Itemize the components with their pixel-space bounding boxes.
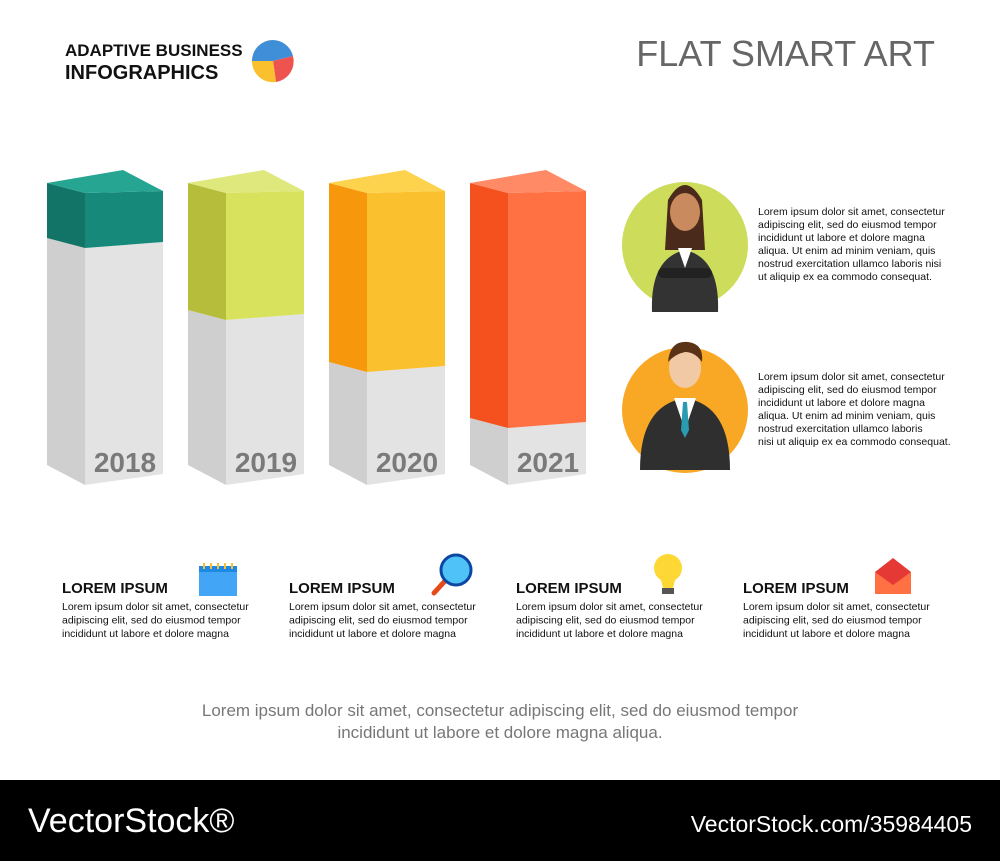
bar-label: 2019	[235, 447, 297, 478]
bar-side	[329, 183, 367, 372]
page-title: FLAT SMART ART	[636, 33, 935, 74]
bar-front	[367, 191, 445, 372]
person-text: nostrud exercitation ullamco laboris	[758, 423, 923, 435]
bar-side	[188, 310, 226, 485]
person-text: adipiscing elit, sed do eiusmod tempor	[758, 384, 937, 396]
bar-side	[470, 183, 508, 428]
item-text: adipiscing elit, sed do eiusmod tempor	[289, 615, 468, 627]
icon-envelope	[875, 558, 911, 594]
icon-bulb	[654, 554, 682, 594]
item-text: adipiscing elit, sed do eiusmod tempor	[516, 615, 695, 627]
item-heading: LOREM IPSUM	[516, 580, 622, 597]
item-text: incididunt ut labore et dolore magna	[289, 628, 456, 640]
note-text: incididunt ut labore et dolore magna ali…	[337, 723, 662, 742]
bar: 2018	[47, 170, 163, 485]
bar-top	[470, 170, 586, 193]
item-heading: LOREM IPSUM	[289, 580, 395, 597]
bar: 2020	[329, 170, 445, 485]
bar-side	[47, 183, 85, 248]
watermark-id: VectorStock.com/35984405	[691, 811, 972, 837]
bar-top	[188, 170, 304, 193]
bar-front	[226, 191, 304, 320]
person-text: aliqua. Ut enim ad minim veniam, quis	[758, 410, 935, 422]
icon-magnifier	[431, 553, 473, 596]
bar-top	[47, 170, 163, 193]
icon-calendar	[199, 563, 237, 596]
bar-side	[47, 238, 85, 485]
bar-front	[508, 191, 586, 428]
bar-front	[226, 314, 304, 485]
bar-side	[188, 183, 226, 320]
person-text: incididunt ut labore et dolore magna	[758, 232, 925, 244]
bar-side	[329, 362, 367, 485]
bar-front	[85, 191, 163, 248]
bar-label: 2021	[517, 447, 579, 478]
item-text: adipiscing elit, sed do eiusmod tempor	[62, 615, 241, 627]
bar: 2019	[188, 170, 304, 485]
item-text: adipiscing elit, sed do eiusmod tempor	[743, 615, 922, 627]
logo	[251, 40, 294, 83]
item-heading: LOREM IPSUM	[743, 580, 849, 597]
item-text: incididunt ut labore et dolore magna	[62, 628, 229, 640]
person-text: Lorem ipsum dolor sit amet, consectetur	[758, 371, 945, 383]
person-text: Lorem ipsum dolor sit amet, consectetur	[758, 206, 945, 218]
person-text: nostrud exercitation ullamco laboris nis…	[758, 258, 941, 270]
item-text: Lorem ipsum dolor sit amet, consectetur	[62, 601, 249, 613]
avatar-man	[640, 341, 730, 470]
item-heading: LOREM IPSUM	[62, 580, 168, 597]
person-text: adipiscing elit, sed do eiusmod tempor	[758, 219, 937, 231]
bar-front	[85, 242, 163, 485]
bar-label: 2020	[376, 447, 438, 478]
item-text: Lorem ipsum dolor sit amet, consectetur	[289, 601, 476, 613]
bar-front	[367, 366, 445, 485]
bar-label: 2018	[94, 447, 156, 478]
bar-side	[470, 418, 508, 485]
bar: 2021	[470, 170, 586, 485]
watermark-band	[0, 780, 1000, 861]
avatar-woman	[651, 185, 719, 312]
item-text: Lorem ipsum dolor sit amet, consectetur	[516, 601, 703, 613]
brand-line: INFOGRAPHICS	[65, 62, 218, 84]
watermark-brand: VectorStock®	[28, 802, 234, 840]
note-text: Lorem ipsum dolor sit amet, consectetur …	[202, 701, 799, 720]
item-text: incididunt ut labore et dolore magna	[516, 628, 683, 640]
brand-line: ADAPTIVE BUSINESS	[65, 41, 243, 60]
item-text: incididunt ut labore et dolore magna	[743, 628, 910, 640]
person-text: nisi ut aliquip ex ea commodo consequat.	[758, 436, 951, 448]
bar-top	[329, 170, 445, 193]
person-text: ut aliquip ex ea commodo consequat.	[758, 271, 932, 283]
person-text: incididunt ut labore et dolore magna	[758, 397, 925, 409]
bar-front	[508, 422, 586, 485]
item-text: Lorem ipsum dolor sit amet, consectetur	[743, 601, 930, 613]
person-text: aliqua. Ut enim ad minim veniam, quis	[758, 245, 935, 257]
